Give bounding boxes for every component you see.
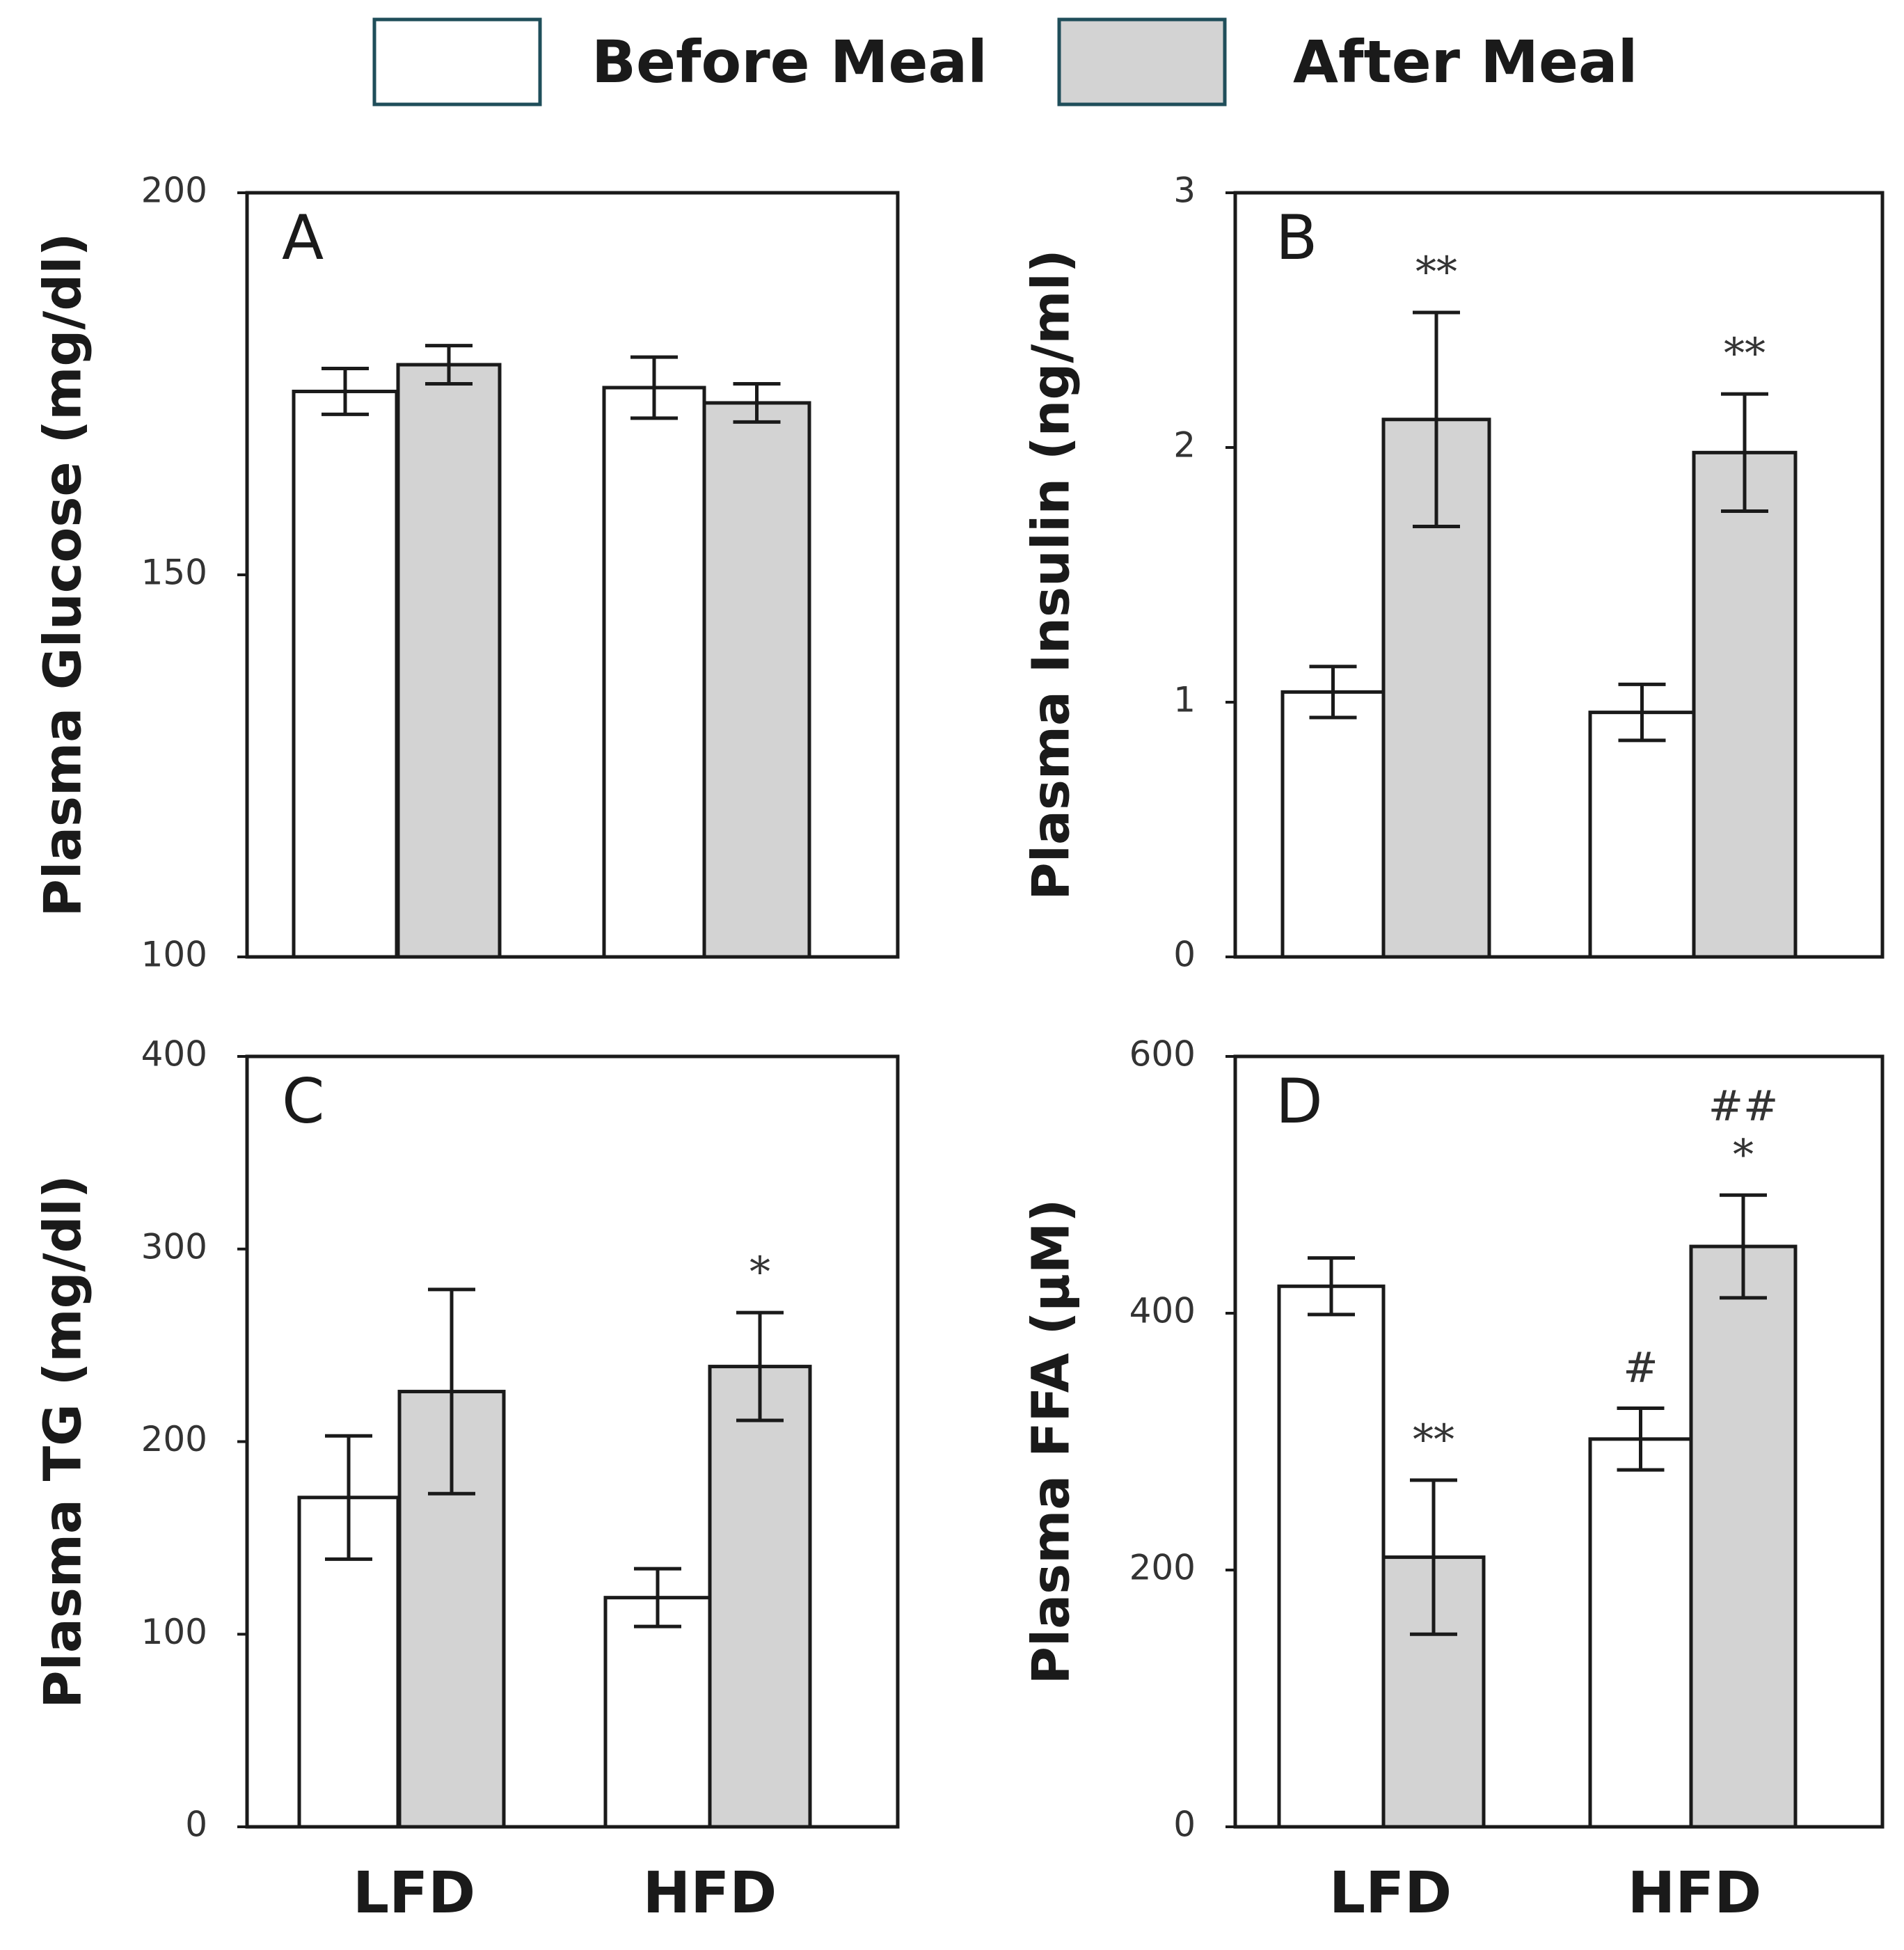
error-bar-b-hfd-after-meal bbox=[1721, 392, 1768, 513]
error-bar-a-lfd-before-meal bbox=[322, 367, 369, 416]
legend-label-after-meal: After Meal bbox=[1293, 28, 1637, 96]
significance-marker-d: ** bbox=[1413, 1416, 1454, 1464]
legend: Before Meal After Meal bbox=[372, 17, 1637, 106]
error-bar-a-hfd-before-meal bbox=[630, 355, 678, 420]
error-bar-b-lfd-before-meal bbox=[1309, 665, 1357, 720]
y-tick-label: 0 bbox=[1173, 935, 1196, 975]
y-axis-label-b: Plasma Insulin (ng/ml) bbox=[1022, 249, 1081, 900]
plot-frame-d bbox=[1233, 1054, 1885, 1829]
x-category-label-hfd: HFD bbox=[1628, 1860, 1762, 1926]
error-bar-c-lfd-before-meal bbox=[325, 1434, 372, 1561]
error-bar-a-lfd-after-meal bbox=[425, 344, 473, 386]
legend-swatch-after-meal bbox=[1057, 17, 1227, 106]
bar-a-hfd-before-meal bbox=[602, 386, 706, 959]
bar-d-lfd-before-meal bbox=[1277, 1284, 1386, 1829]
error-bar-d-lfd-after-meal bbox=[1410, 1478, 1457, 1636]
bar-a-lfd-before-meal bbox=[292, 389, 399, 959]
y-tick-label: 200 bbox=[141, 1419, 207, 1459]
y-tick-label: 100 bbox=[141, 1612, 207, 1652]
legend-label-before-meal: Before Meal bbox=[592, 28, 987, 96]
bar-d-hfd-after-meal bbox=[1689, 1244, 1798, 1829]
error-bar-a-hfd-after-meal bbox=[733, 382, 781, 424]
bar-b-hfd-before-meal bbox=[1588, 711, 1696, 959]
bar-c-hfd-after-meal bbox=[708, 1365, 812, 1829]
plot-frame-b bbox=[1233, 191, 1885, 959]
significance-marker-d: # bbox=[1623, 1344, 1658, 1393]
panel-letter-a: A bbox=[282, 202, 324, 274]
y-tick-label: 300 bbox=[141, 1226, 207, 1267]
y-tick-label: 1 bbox=[1173, 680, 1196, 720]
y-tick-label: 2 bbox=[1173, 425, 1196, 466]
bar-b-lfd-before-meal bbox=[1280, 690, 1386, 959]
y-axis-label-a: Plasma Glucose (mg/dl) bbox=[33, 233, 93, 917]
error-bar-b-lfd-after-meal bbox=[1413, 310, 1460, 528]
panel-c: 0 100 200 300 400 Plasma TG (mg/dl) C * bbox=[33, 1034, 900, 1845]
bar-c-hfd-before-meal bbox=[603, 1596, 712, 1829]
significance-marker-d: * bbox=[1733, 1130, 1754, 1179]
y-tick-label: 600 bbox=[1129, 1034, 1196, 1075]
panel-letter-c: C bbox=[282, 1065, 324, 1137]
bar-d-hfd-before-meal bbox=[1588, 1437, 1693, 1829]
x-category-labels: LFD HFD LFD HFD bbox=[353, 1860, 1762, 1926]
legend-swatch-before-meal bbox=[372, 17, 542, 106]
error-bar-c-hfd-after-meal bbox=[736, 1310, 784, 1422]
significance-marker-b: ** bbox=[1415, 248, 1457, 296]
y-tick-label: 0 bbox=[185, 1805, 207, 1845]
x-category-label-hfd: HFD bbox=[643, 1860, 777, 1926]
error-bar-c-hfd-before-meal bbox=[634, 1567, 681, 1628]
error-bar-b-hfd-before-meal bbox=[1618, 682, 1666, 743]
y-tick-label: 400 bbox=[1129, 1291, 1196, 1331]
panel-letter-d: D bbox=[1276, 1065, 1323, 1137]
panel-a: 100 150 200 Plasma Glucose (mg/dl) A bbox=[33, 171, 900, 975]
y-axis-label-c: Plasma TG (mg/dl) bbox=[33, 1175, 93, 1708]
x-category-label-lfd: LFD bbox=[1329, 1860, 1452, 1926]
significance-marker-c: * bbox=[749, 1248, 770, 1297]
panel-letter-b: B bbox=[1276, 202, 1317, 274]
significance-marker-d: ## bbox=[1708, 1081, 1779, 1130]
x-category-label-lfd: LFD bbox=[353, 1860, 475, 1926]
bar-a-lfd-after-meal bbox=[396, 363, 502, 959]
y-tick-label: 200 bbox=[1129, 1548, 1196, 1588]
y-tick-label: 400 bbox=[141, 1034, 207, 1075]
y-axis-label-d: Plasma FFA (μM) bbox=[1022, 1199, 1081, 1685]
panel-b: 0 1 2 3 Plasma Insulin (ng/ml) B ** ** bbox=[1022, 171, 1885, 975]
error-bar-d-lfd-before-meal bbox=[1308, 1256, 1355, 1317]
y-tick-label: 3 bbox=[1173, 171, 1196, 211]
bar-b-hfd-after-meal bbox=[1692, 450, 1798, 959]
panels: 100 150 200 Plasma Glucose (mg/dl) A 0 1 2 3 Plas… bbox=[33, 171, 1885, 1845]
significance-marker-b: ** bbox=[1724, 329, 1766, 378]
y-tick-label: 150 bbox=[141, 553, 207, 593]
y-tick-label: 0 bbox=[1173, 1805, 1196, 1845]
error-bar-d-hfd-after-meal bbox=[1720, 1193, 1767, 1300]
error-bar-c-lfd-after-meal bbox=[428, 1287, 475, 1496]
error-bar-d-hfd-before-meal bbox=[1617, 1406, 1665, 1472]
bar-a-hfd-after-meal bbox=[702, 401, 811, 959]
y-tick-label: 200 bbox=[141, 171, 207, 211]
y-tick-label: 100 bbox=[141, 935, 207, 975]
